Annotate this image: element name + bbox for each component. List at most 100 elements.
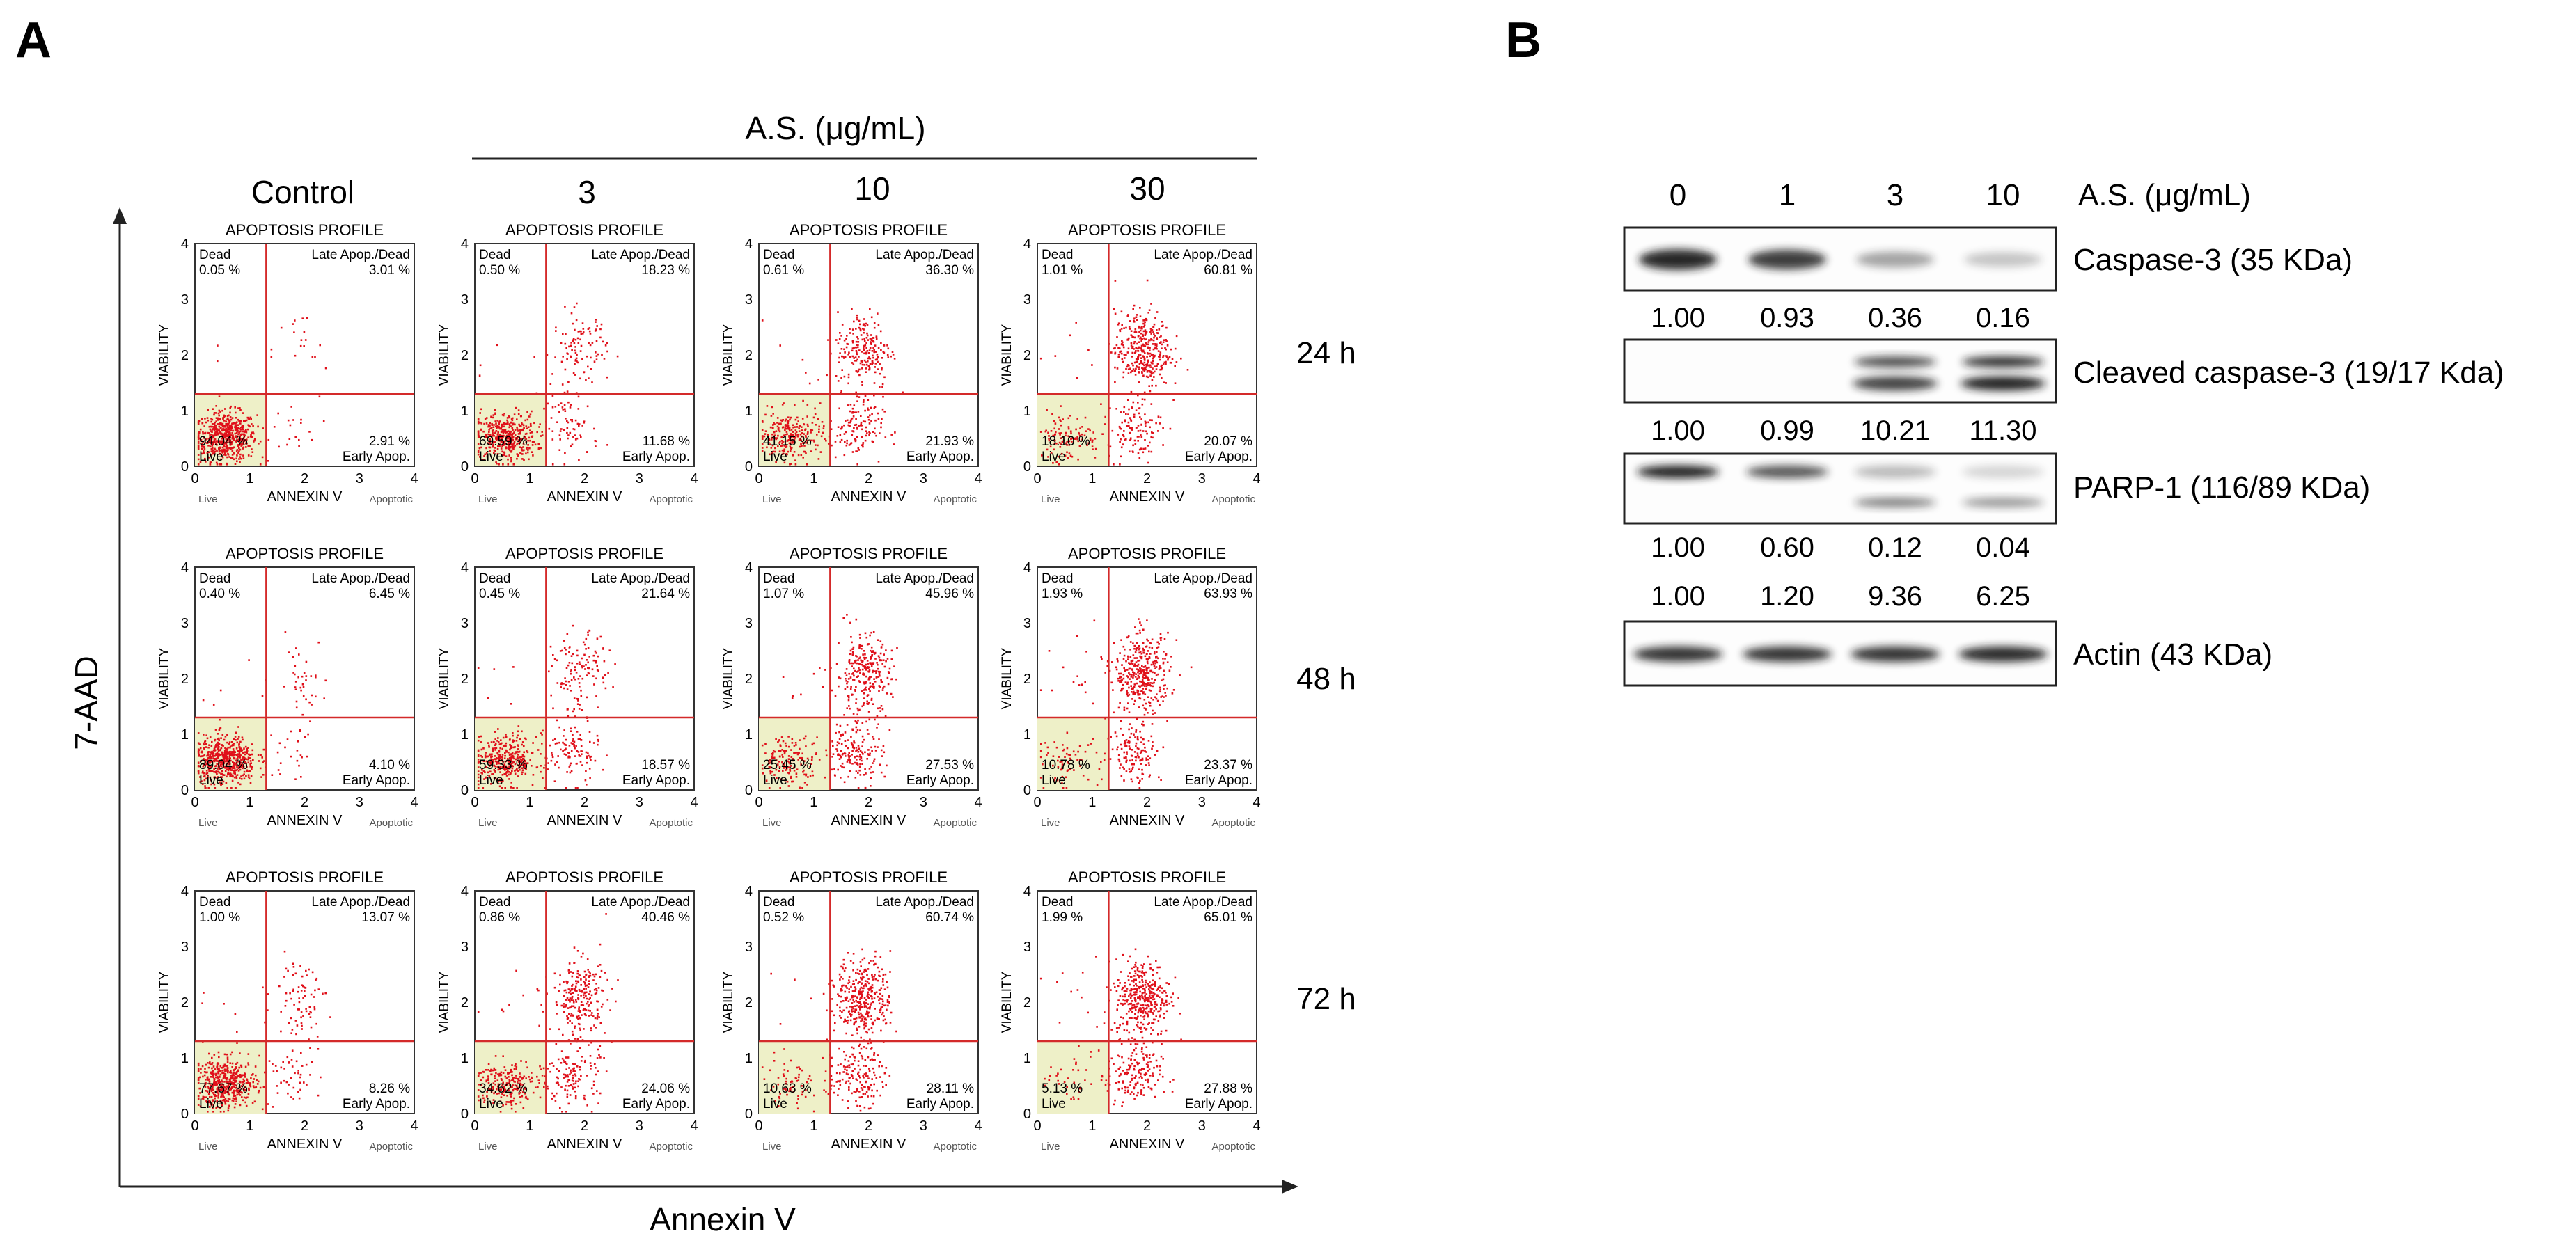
scatter-point <box>855 698 858 700</box>
scatter-point <box>1159 422 1161 425</box>
scatter-point <box>881 408 884 411</box>
scatter-point <box>1137 350 1140 352</box>
scatter-point <box>247 776 250 778</box>
scatter-point <box>217 738 219 740</box>
scatter-point <box>880 342 882 344</box>
scatter-point <box>493 668 496 670</box>
scatter-point <box>1046 409 1048 411</box>
scatter-point <box>492 429 494 431</box>
scatter-point <box>1166 720 1168 722</box>
scatter-point <box>1114 381 1116 383</box>
scatter-point <box>860 334 863 336</box>
scatter-point <box>580 739 582 741</box>
scatter-point <box>852 653 854 656</box>
scatter-point <box>551 463 554 466</box>
scatter-point <box>579 738 581 740</box>
x-tick-label: 0 <box>471 795 478 810</box>
scatter-point <box>1121 324 1123 326</box>
x-tick-label: 0 <box>1033 471 1041 486</box>
scatter-point <box>239 453 242 456</box>
scatter-point <box>519 759 522 761</box>
scatter-point <box>1145 764 1147 766</box>
scatter-point <box>847 695 850 697</box>
scatter-point <box>861 363 864 366</box>
scatter-point <box>1129 450 1131 453</box>
scatter-point <box>576 703 579 705</box>
scatter-point <box>873 407 876 409</box>
scatter-point <box>570 770 573 772</box>
plot-title: APOPTOSIS PROFILE <box>1068 221 1226 239</box>
scatter-point <box>572 653 574 656</box>
scatter-point <box>1121 358 1124 360</box>
scatter-point <box>239 456 241 458</box>
scatter-point <box>505 431 508 434</box>
scatter-point <box>1039 750 1042 752</box>
scatter-point <box>871 655 873 657</box>
scatter-point <box>517 764 520 766</box>
scatter-point <box>571 420 574 423</box>
scatter-point <box>525 425 528 427</box>
scatter-point <box>538 426 540 428</box>
scatter-point <box>576 354 578 356</box>
scatter-point <box>1155 666 1158 668</box>
scatter-point <box>1143 391 1146 394</box>
scatter-point <box>242 767 244 770</box>
scatter-point <box>496 344 498 347</box>
scatter-point <box>218 422 221 425</box>
scatter-point <box>501 774 504 776</box>
scatter-point <box>213 770 215 773</box>
scatter-point <box>1089 429 1091 432</box>
scatter-point <box>863 656 865 659</box>
scatter-point <box>1156 332 1159 335</box>
scatter-point <box>236 774 239 776</box>
scatter-point <box>792 431 794 433</box>
scatter-point <box>588 667 590 669</box>
scatter-point <box>205 772 207 775</box>
scatter-point <box>761 438 764 440</box>
scatter-point <box>593 427 595 430</box>
scatter-point <box>1122 443 1124 446</box>
scatter-point <box>880 349 882 351</box>
scatter-point <box>226 434 228 436</box>
scatter-point <box>798 439 801 441</box>
scatter-point <box>849 761 851 763</box>
scatter-point <box>823 425 825 427</box>
scatter-point <box>1140 340 1142 342</box>
scatter-point <box>871 350 874 352</box>
scatter-point <box>868 368 870 371</box>
scatter-point <box>1067 426 1070 428</box>
scatter-point <box>1119 652 1121 654</box>
scatter-point <box>843 454 846 457</box>
scatter-point <box>1162 661 1165 664</box>
quadrant-value-late: 45.96 % <box>925 587 974 601</box>
scatter-point <box>1126 741 1129 744</box>
scatter-point <box>1138 354 1140 356</box>
scatter-point <box>775 768 778 771</box>
scatter-point <box>233 765 235 768</box>
scatter-point <box>1139 752 1142 754</box>
scatter-point <box>500 436 503 438</box>
quadrant-label-dead: Dead <box>479 571 510 586</box>
scatter-point <box>869 662 871 664</box>
scatter-point <box>771 770 773 773</box>
scatter-point <box>1132 692 1134 695</box>
scatter-point <box>556 761 558 763</box>
scatter-point <box>219 453 221 455</box>
scatter-point <box>261 756 263 759</box>
scatter-point <box>866 660 869 662</box>
scatter-point <box>576 750 579 752</box>
scatter-point <box>602 647 604 649</box>
scatter-point <box>292 419 294 421</box>
scatter-point <box>217 344 219 347</box>
scatter-point <box>787 772 790 774</box>
scatter-point <box>217 755 219 758</box>
scatter-point <box>761 436 764 438</box>
scatter-point <box>233 458 235 461</box>
scatter-point <box>1094 447 1097 450</box>
scatter-point <box>875 338 878 340</box>
scatter-point <box>857 338 859 340</box>
scatter-point <box>1049 445 1052 448</box>
scatter-point <box>1175 639 1178 641</box>
scatter-point <box>515 758 517 761</box>
scatter-point <box>551 406 554 409</box>
